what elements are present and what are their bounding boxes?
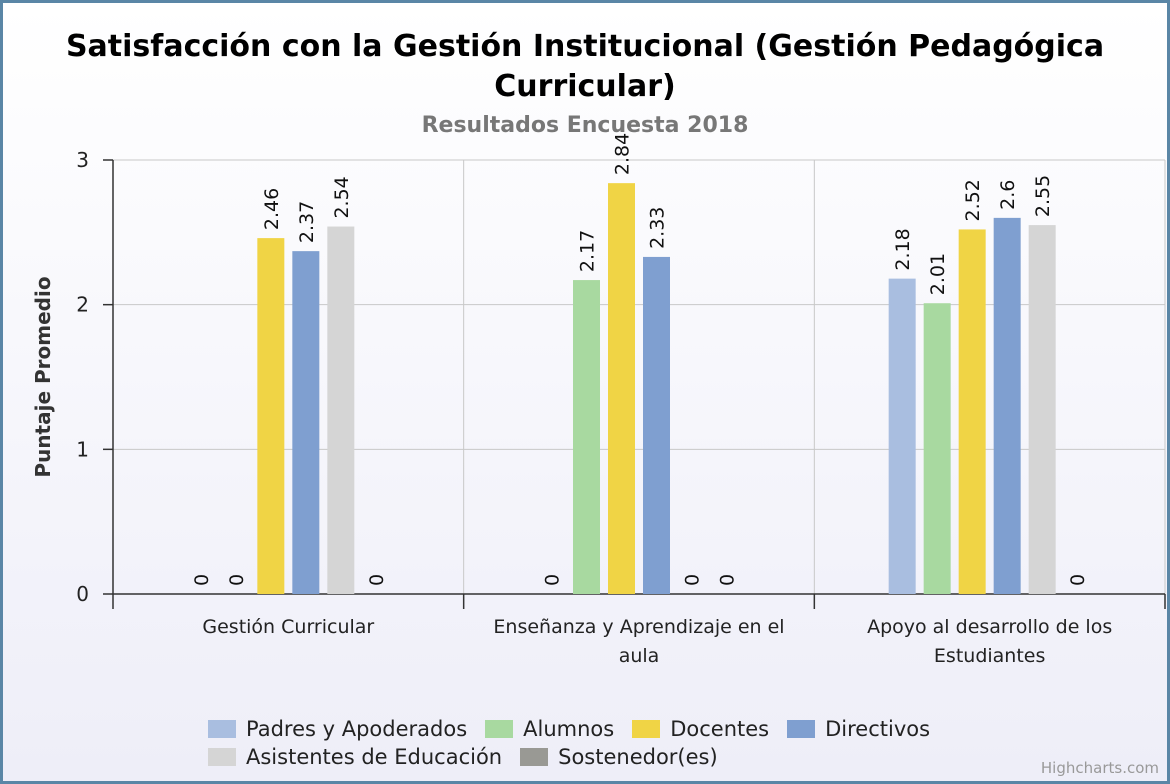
data-label: 0 (366, 574, 388, 586)
data-label: 2.46 (261, 188, 283, 230)
legend-label: Sostenedor(es) (558, 745, 718, 769)
data-label: 2.33 (647, 207, 669, 249)
legend-item[interactable]: Sostenedor(es) (520, 743, 718, 771)
y-tick-label: 3 (76, 148, 89, 172)
bar (573, 280, 600, 594)
legend: Padres y Apoderados Alumnos Docentes Direct… (208, 715, 1038, 771)
data-label: 0 (542, 574, 564, 586)
data-label: 2.01 (927, 253, 949, 295)
bar (1028, 225, 1056, 594)
legend-swatch (208, 720, 236, 738)
data-label: 2.52 (962, 179, 984, 221)
bar (257, 238, 285, 594)
legend-item[interactable]: Asistentes de Educación (208, 743, 502, 771)
data-label: 2.17 (577, 230, 599, 272)
legend-label: Directivos (825, 717, 931, 741)
y-axis-title: Puntaje Promedio (31, 276, 55, 477)
chart-subtitle: Resultados Encuesta 2018 (421, 113, 749, 138)
legend-label: Padres y Apoderados (246, 717, 468, 741)
x-tick-label: Apoyo al desarrollo de los Estudiantes (867, 616, 1113, 667)
legend-item[interactable]: Directivos (787, 715, 930, 743)
chart-title: Satisfacción con la Gestión Instituciona… (65, 29, 1105, 104)
data-label: 0 (226, 574, 248, 586)
bar (923, 303, 951, 594)
plot: 0 1 2 3 Puntaje Promedio 0 0 2.46 2.37 2.54 0 0 2.17… (31, 133, 1166, 609)
data-label: 2.55 (1032, 175, 1054, 217)
data-label: 2.18 (892, 228, 914, 270)
bar (993, 217, 1021, 594)
data-label: 2.84 (612, 133, 634, 175)
legend-item[interactable]: Padres y Apoderados (208, 715, 467, 743)
bar (958, 229, 986, 594)
credits[interactable]: Highcharts.com (1040, 759, 1159, 777)
data-label: 0 (682, 574, 704, 586)
bar (643, 256, 670, 594)
x-tick-label: Enseñanza y Aprendizaje en el aula (493, 616, 785, 667)
legend-label: Alumnos (523, 717, 615, 741)
legend-swatch (632, 720, 661, 738)
x-tick-label: Gestión Curricular (202, 616, 375, 638)
legend-swatch (520, 748, 549, 766)
y-tick-label: 0 (76, 582, 89, 606)
legend-swatch (485, 720, 514, 738)
legend-item[interactable]: Alumnos (485, 715, 614, 743)
legend-swatch (787, 720, 816, 738)
legend-label: Asistentes de Educación (246, 745, 503, 769)
bar (608, 183, 635, 594)
data-label: 0 (191, 574, 213, 586)
data-label: 0 (717, 574, 739, 586)
bar (888, 278, 916, 594)
data-label: 2.37 (296, 201, 318, 243)
legend-item[interactable]: Docentes (632, 715, 769, 743)
y-tick-label: 2 (76, 293, 89, 317)
data-label: 0 (1067, 574, 1089, 586)
data-label: 2.6 (997, 180, 1019, 210)
y-tick-label: 1 (76, 437, 89, 461)
data-label: 2.54 (331, 176, 353, 218)
bar (292, 251, 320, 594)
legend-label: Docentes (670, 717, 770, 741)
bar (327, 226, 355, 594)
legend-swatch (208, 748, 236, 766)
